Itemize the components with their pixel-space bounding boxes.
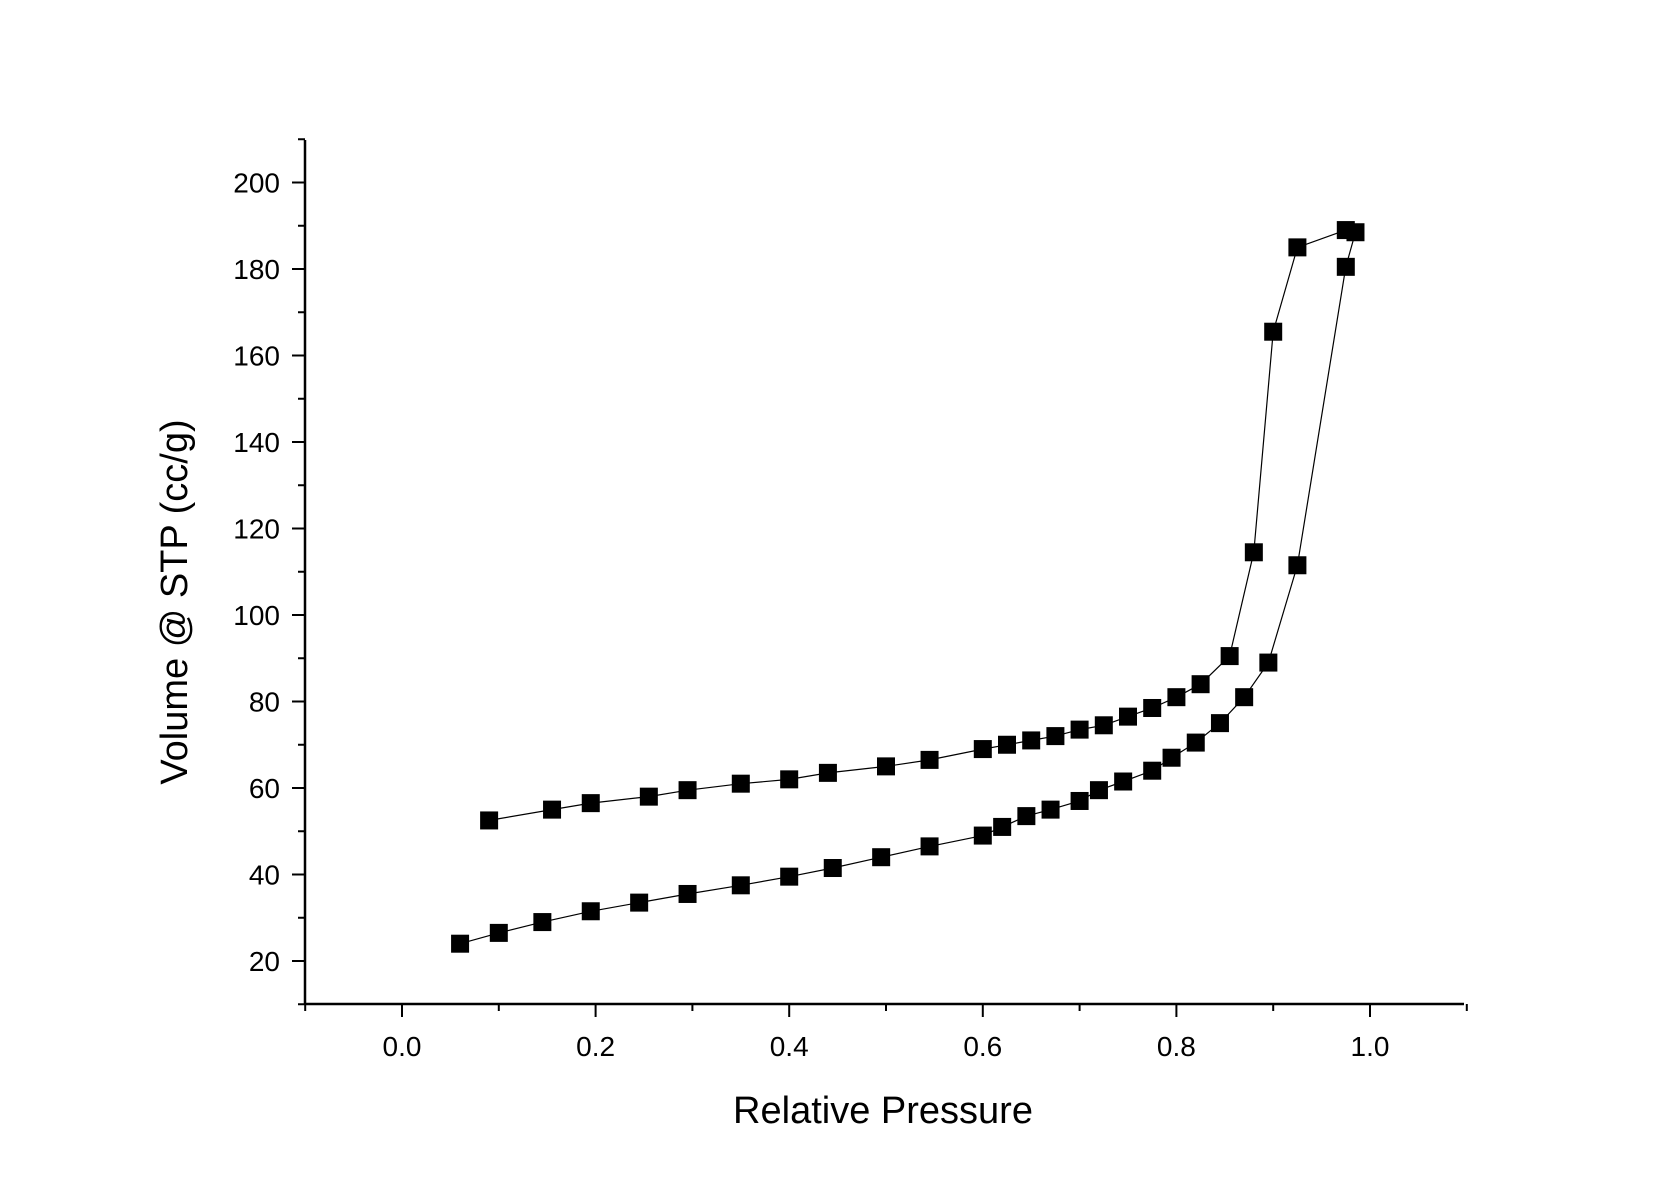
- series-2-marker: [1191, 675, 1210, 694]
- series-2-marker: [998, 735, 1016, 754]
- series-1-marker: [630, 893, 649, 912]
- series-2-marker: [1288, 238, 1307, 257]
- series-2-marker: [818, 763, 837, 782]
- x-tick-label: 0.6: [963, 1031, 1002, 1062]
- plot-area: [451, 221, 1365, 953]
- x-tick-label: 0.0: [383, 1031, 422, 1062]
- series-1-marker: [920, 837, 939, 856]
- y-tick-label: 160: [233, 341, 280, 372]
- series-1-marker: [1017, 807, 1036, 826]
- series-1-marker: [731, 876, 750, 895]
- series-2-marker: [1094, 716, 1113, 735]
- x-tick-label: 1.0: [1351, 1031, 1390, 1062]
- series-2-marker: [1264, 322, 1283, 341]
- series-2-marker: [678, 781, 697, 800]
- series-2-marker: [639, 787, 658, 806]
- series-2-marker: [581, 794, 600, 813]
- series-2-marker: [1336, 221, 1355, 240]
- y-tick-label: 40: [249, 860, 280, 891]
- series-2-marker: [480, 811, 499, 830]
- series-1-marker: [1041, 800, 1060, 819]
- series-1-marker: [678, 884, 697, 903]
- series-2-marker: [920, 750, 939, 769]
- y-axis-title: Volume @ STP (cc/g): [154, 419, 196, 784]
- series-1-marker: [1259, 653, 1278, 672]
- series-2-marker: [1022, 731, 1041, 750]
- series-1-marker: [1235, 688, 1254, 707]
- series-1-marker: [1186, 733, 1205, 752]
- series-2-marker: [780, 770, 799, 789]
- y-tick-label: 60: [249, 773, 280, 804]
- series-1-marker: [1162, 748, 1181, 767]
- y-tick-label: 200: [233, 168, 280, 199]
- x-tick-label: 0.4: [770, 1031, 809, 1062]
- series-1-marker: [533, 913, 552, 932]
- series-2-marker: [543, 800, 562, 819]
- y-tick-label: 140: [233, 427, 280, 458]
- series-1-marker: [1210, 714, 1229, 733]
- series-2-marker: [1167, 688, 1186, 707]
- y-tick-label: 180: [233, 254, 280, 285]
- x-tick-label: 0.2: [576, 1031, 615, 1062]
- series-1-marker: [489, 923, 508, 942]
- y-tick-label: 100: [233, 600, 280, 631]
- series-1-marker: [1114, 772, 1133, 791]
- series-1-marker: [823, 859, 842, 878]
- series-1-marker: [1336, 257, 1355, 276]
- series-1-marker: [1143, 761, 1162, 780]
- series-2-marker: [1143, 698, 1162, 717]
- series-2-marker: [1244, 543, 1263, 562]
- series-2-marker: [973, 740, 992, 759]
- series-2-marker: [1119, 707, 1137, 726]
- series-2-marker: [731, 774, 750, 793]
- series-1-marker: [581, 902, 600, 921]
- x-axis: 0.0 0.2 0.4 0.6 0.8 1.0: [304, 1002, 1468, 1062]
- y-tick-label: 20: [249, 946, 280, 977]
- y-axis: 20 40 60 80 100 120 140 160 180 200: [233, 138, 307, 1006]
- series-2-marker: [1220, 647, 1239, 666]
- series-2-marker: [877, 757, 895, 776]
- series-1-marker: [1070, 791, 1089, 810]
- series-1-marker: [451, 934, 470, 953]
- series-1-marker: [993, 817, 1012, 836]
- series-2-marker: [1046, 727, 1065, 746]
- y-tick-label: 120: [233, 514, 280, 545]
- series-1-marker: [872, 848, 891, 867]
- series-1-marker: [1288, 556, 1307, 575]
- series-1-marker: [780, 867, 799, 886]
- y-tick-label: 80: [249, 687, 280, 718]
- series-1-marker: [1089, 781, 1108, 800]
- x-tick-label: 0.8: [1157, 1031, 1196, 1062]
- x-axis-title: Relative Pressure: [733, 1090, 1033, 1132]
- series-2-marker: [1070, 720, 1089, 739]
- series-1-marker: [973, 826, 992, 845]
